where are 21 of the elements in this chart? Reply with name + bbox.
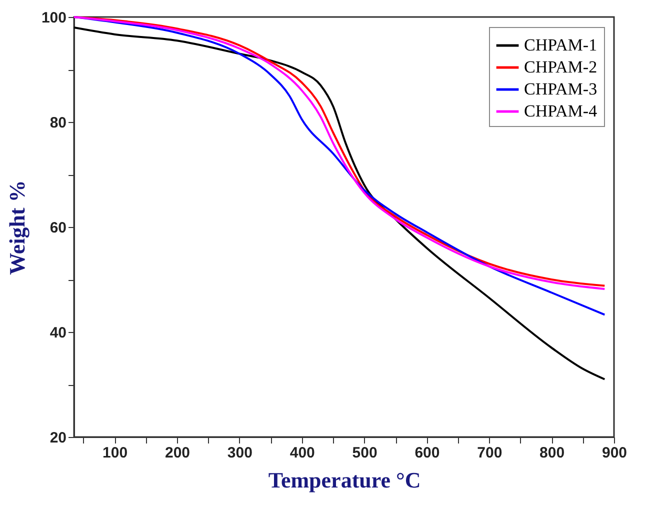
legend-label: CHPAM-3 <box>524 80 598 98</box>
x-tick-label: 100 <box>102 444 128 462</box>
x-tick-label: 700 <box>477 444 502 462</box>
x-axis-title: Temperature °C <box>268 468 421 492</box>
y-axis-title: Weight % <box>4 180 30 275</box>
x-tick-label: 300 <box>227 444 252 462</box>
legend-label: CHPAM-1 <box>524 36 598 54</box>
x-tick-label: 600 <box>414 444 440 462</box>
x-tick-label: 400 <box>290 444 315 462</box>
y-tick-label: 100 <box>41 10 66 26</box>
legend-label: CHPAM-2 <box>524 58 598 76</box>
y-tick-label: 40 <box>50 324 66 342</box>
y-tick-label: 20 <box>50 430 66 446</box>
line-series <box>73 26 606 380</box>
x-tick-label: 500 <box>352 444 378 462</box>
x-tick-label: 900 <box>602 444 628 462</box>
y-tick-label: 60 <box>50 220 66 236</box>
y-tick-label: 80 <box>50 114 66 132</box>
x-tick-label: 200 <box>164 444 190 462</box>
legend-label: CHPAM-4 <box>524 102 598 120</box>
x-tick-label: 800 <box>540 444 565 462</box>
